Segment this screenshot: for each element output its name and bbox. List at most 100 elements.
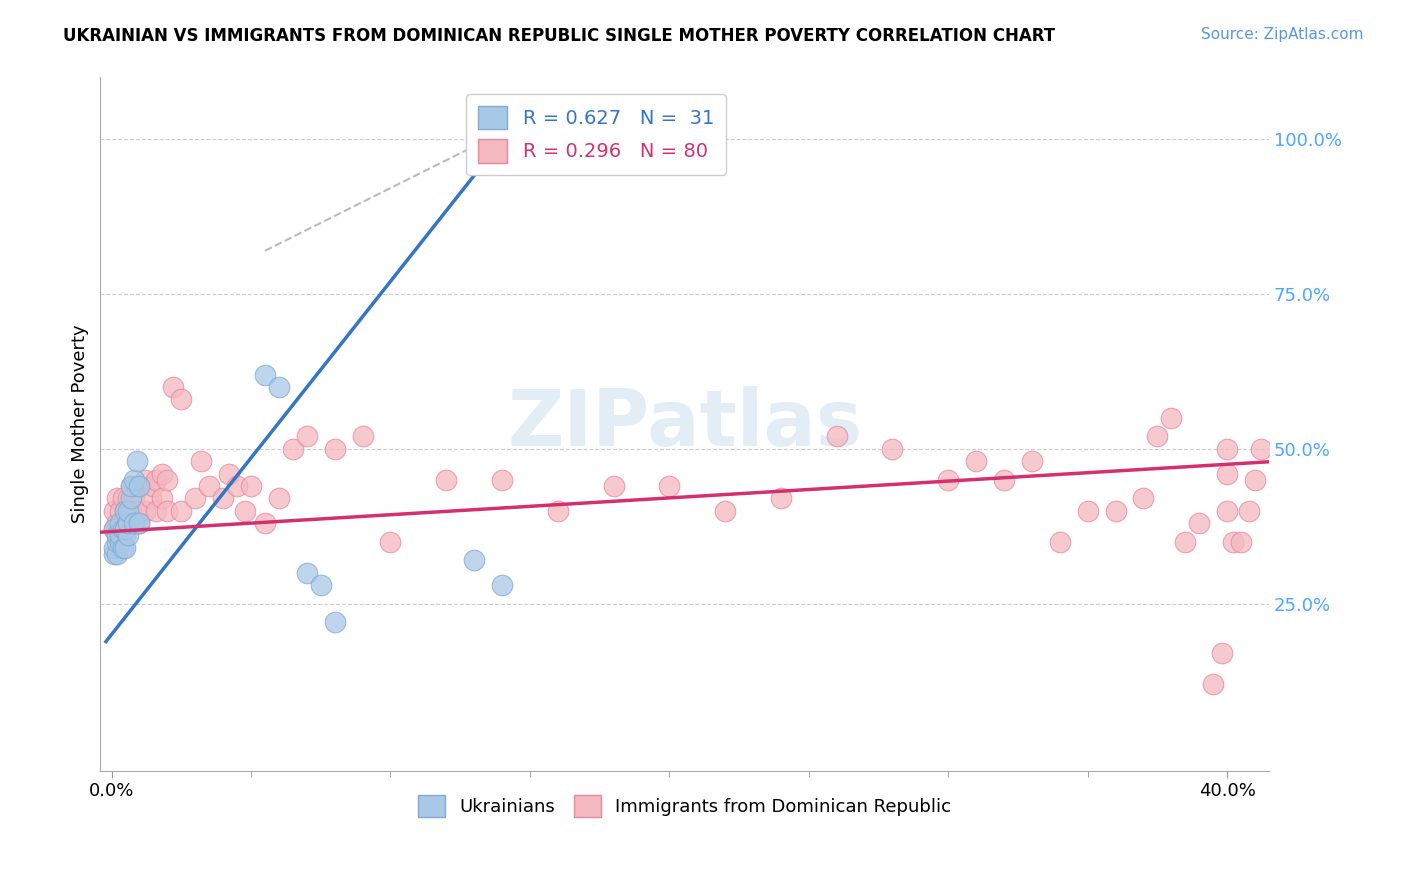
Point — [134, 504, 156, 518]
Point — [1222, 534, 1244, 549]
Point — [1216, 504, 1239, 518]
Point — [491, 578, 513, 592]
Point — [1021, 454, 1043, 468]
Point — [122, 491, 145, 506]
Point — [145, 473, 167, 487]
Point — [103, 504, 125, 518]
Point — [1230, 534, 1253, 549]
Point — [1104, 504, 1126, 518]
Point — [235, 504, 257, 518]
Point — [128, 516, 150, 530]
Point — [212, 491, 235, 506]
Point — [184, 491, 207, 506]
Point — [602, 479, 624, 493]
Point — [1250, 442, 1272, 456]
Text: ZIPatlas: ZIPatlas — [508, 386, 862, 462]
Point — [111, 522, 134, 536]
Point — [105, 491, 128, 506]
Point — [111, 541, 134, 555]
Point — [134, 473, 156, 487]
Point — [128, 479, 150, 493]
Point — [825, 429, 848, 443]
Point — [114, 504, 136, 518]
Point — [491, 473, 513, 487]
Point — [122, 473, 145, 487]
Point — [380, 534, 402, 549]
Point — [170, 504, 193, 518]
Point — [105, 547, 128, 561]
Point — [114, 541, 136, 555]
Point — [218, 467, 240, 481]
Point — [267, 380, 290, 394]
Point — [658, 479, 681, 493]
Point — [1202, 677, 1225, 691]
Point — [103, 522, 125, 536]
Point — [463, 553, 485, 567]
Point — [117, 528, 139, 542]
Point — [108, 528, 131, 542]
Point — [281, 442, 304, 456]
Point — [108, 534, 131, 549]
Point — [1132, 491, 1154, 506]
Point — [1188, 516, 1211, 530]
Point — [117, 504, 139, 518]
Point — [120, 491, 142, 506]
Point — [105, 534, 128, 549]
Point — [120, 479, 142, 493]
Point — [150, 491, 173, 506]
Point — [1216, 467, 1239, 481]
Point — [239, 479, 262, 493]
Point — [128, 516, 150, 530]
Text: UKRAINIAN VS IMMIGRANTS FROM DOMINICAN REPUBLIC SINGLE MOTHER POVERTY CORRELATIO: UKRAINIAN VS IMMIGRANTS FROM DOMINICAN R… — [63, 27, 1056, 45]
Point — [156, 473, 179, 487]
Point — [122, 516, 145, 530]
Point — [105, 516, 128, 530]
Point — [139, 491, 162, 506]
Point — [882, 442, 904, 456]
Point — [108, 504, 131, 518]
Point — [226, 479, 249, 493]
Point — [323, 615, 346, 629]
Point — [125, 454, 148, 468]
Point — [309, 578, 332, 592]
Point — [198, 479, 221, 493]
Point — [114, 522, 136, 536]
Point — [1049, 534, 1071, 549]
Point — [156, 504, 179, 518]
Point — [105, 528, 128, 542]
Point — [117, 516, 139, 530]
Point — [142, 479, 165, 493]
Point — [323, 442, 346, 456]
Point — [111, 516, 134, 530]
Point — [125, 479, 148, 493]
Point — [1146, 429, 1168, 443]
Point — [1174, 534, 1197, 549]
Point — [1239, 504, 1261, 518]
Point — [547, 504, 569, 518]
Point — [103, 541, 125, 555]
Point — [145, 504, 167, 518]
Y-axis label: Single Mother Poverty: Single Mother Poverty — [72, 325, 89, 524]
Point — [114, 528, 136, 542]
Point — [936, 473, 959, 487]
Point — [114, 504, 136, 518]
Point — [352, 429, 374, 443]
Point — [162, 380, 184, 394]
Text: Source: ZipAtlas.com: Source: ZipAtlas.com — [1201, 27, 1364, 42]
Point — [1160, 410, 1182, 425]
Point — [103, 547, 125, 561]
Point — [128, 479, 150, 493]
Point — [111, 491, 134, 506]
Point — [1211, 646, 1233, 660]
Point — [295, 566, 318, 580]
Point — [1244, 473, 1267, 487]
Point — [117, 516, 139, 530]
Point — [120, 504, 142, 518]
Legend: Ukrainians, Immigrants from Dominican Republic: Ukrainians, Immigrants from Dominican Re… — [411, 788, 959, 824]
Point — [434, 473, 457, 487]
Point — [108, 516, 131, 530]
Point — [190, 454, 212, 468]
Point — [170, 392, 193, 407]
Point — [108, 528, 131, 542]
Point — [1077, 504, 1099, 518]
